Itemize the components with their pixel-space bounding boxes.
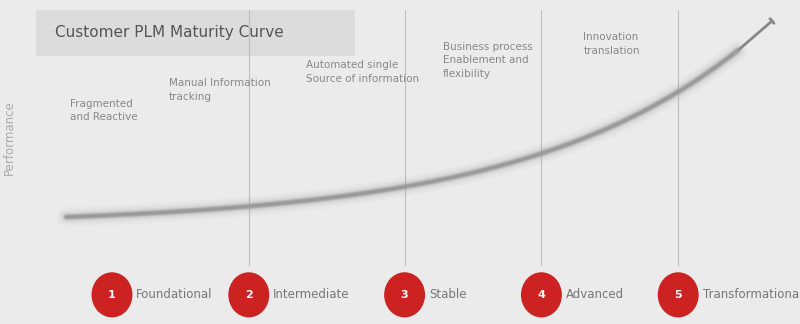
Text: Business process
Enablement and
flexibility: Business process Enablement and flexibil… [442,41,532,79]
Text: Innovation
translation: Innovation translation [583,32,640,56]
Text: Manual Information
tracking: Manual Information tracking [169,78,270,102]
Ellipse shape [92,273,132,317]
Text: Foundational: Foundational [136,288,213,301]
FancyBboxPatch shape [36,10,355,56]
Ellipse shape [385,273,424,317]
Text: Intermediate: Intermediate [273,288,350,301]
Ellipse shape [658,273,698,317]
Ellipse shape [522,273,561,317]
Text: Advanced: Advanced [566,288,624,301]
Text: 1: 1 [108,290,116,300]
Text: Transformational: Transformational [702,288,800,301]
Text: Customer PLM Maturity Curve: Customer PLM Maturity Curve [55,25,284,40]
Text: 2: 2 [245,290,253,300]
Text: Automated single
Source of information: Automated single Source of information [306,60,419,84]
Text: Performance: Performance [3,100,16,175]
Text: 3: 3 [401,290,409,300]
Text: 5: 5 [674,290,682,300]
Text: 4: 4 [538,290,546,300]
Text: Stable: Stable [429,288,466,301]
Ellipse shape [229,273,269,317]
Text: Fragmented
and Reactive: Fragmented and Reactive [70,99,138,122]
